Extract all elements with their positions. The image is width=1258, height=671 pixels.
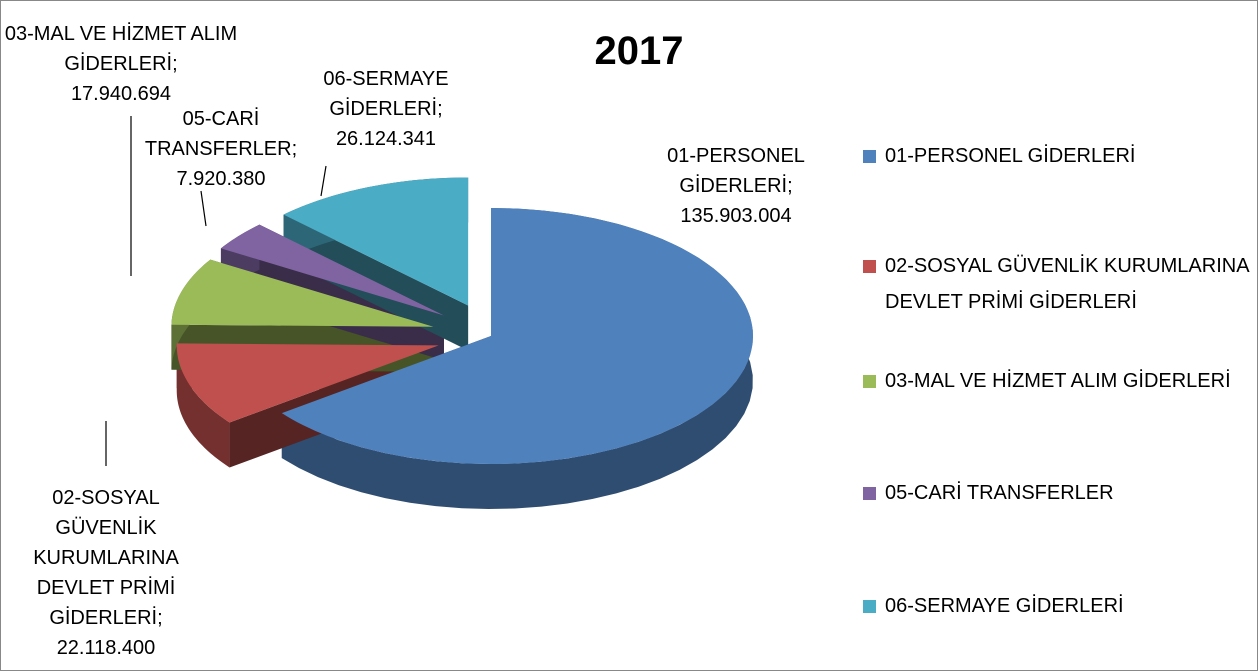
slice-side bbox=[281, 208, 753, 509]
legend-item: 01-PERSONEL GİDERLERİ bbox=[863, 138, 1257, 174]
label-name: 02-SOSYAL GÜVENLİK KURUMLARINA DEVLET PR… bbox=[33, 487, 179, 629]
label-value: 22.118.400 bbox=[56, 637, 156, 659]
label-separator: ; bbox=[291, 138, 298, 160]
legend-item: 05-CARİ TRANSFERLER bbox=[863, 475, 1257, 511]
legend-item: 02-SOSYAL GÜVENLİK KURUMLARINA DEVLET PR… bbox=[863, 248, 1257, 320]
data-label: 05-CARİ TRANSFERLER; 7.920.380 bbox=[131, 104, 311, 194]
data-label: 06-SERMAYE GİDERLERİ; 26.124.341 bbox=[301, 64, 471, 154]
slice bbox=[176, 343, 439, 423]
label-separator: ; bbox=[787, 175, 793, 197]
label-separator: ; bbox=[437, 98, 443, 120]
legend-label: 02-SOSYAL GÜVENLİK KURUMLARINA DEVLET PR… bbox=[885, 255, 1249, 313]
legend-label: 05-CARİ TRANSFERLER bbox=[885, 482, 1114, 504]
slice bbox=[220, 224, 444, 316]
legend-item: 03-MAL VE HİZMET ALIM GİDERLERİ bbox=[863, 363, 1257, 399]
legend-swatch bbox=[863, 260, 876, 273]
label-name: 06-SERMAYE GİDERLERİ bbox=[323, 68, 449, 120]
chart-title: 2017 bbox=[594, 29, 684, 73]
legend-label: 01-PERSONEL GİDERLERİ bbox=[885, 145, 1136, 167]
legend-swatch bbox=[863, 150, 876, 163]
legend-swatch bbox=[863, 487, 876, 500]
slice-side bbox=[176, 343, 230, 468]
data-label: 02-SOSYAL GÜVENLİK KURUMLARINA DEVLET PR… bbox=[1, 483, 211, 663]
label-value: 26.124.341 bbox=[335, 128, 437, 150]
leader-line bbox=[320, 165, 327, 197]
label-name: 03-MAL VE HİZMET ALIM GİDERLERİ bbox=[4, 23, 238, 75]
legend-label: 06-SERMAYE GİDERLERİ bbox=[885, 595, 1124, 617]
label-value: 7.920.380 bbox=[176, 168, 266, 190]
slice bbox=[171, 259, 434, 327]
legend-label: 03-MAL VE HİZMET ALIM GİDERLERİ bbox=[885, 370, 1231, 392]
legend-item: 06-SERMAYE GİDERLERİ bbox=[863, 588, 1257, 624]
data-label: 01-PERSONEL GİDERLERİ; 135.903.004 bbox=[621, 141, 851, 231]
label-name: 01-PERSONEL GİDERLERİ bbox=[667, 145, 805, 197]
label-separator: ; bbox=[157, 607, 163, 629]
slice bbox=[281, 208, 754, 464]
legend-swatch bbox=[863, 375, 876, 388]
label-name: 05-CARİ TRANSFERLER bbox=[144, 108, 292, 160]
label-value: 17.940.694 bbox=[70, 83, 172, 105]
data-label: 03-MAL VE HİZMET ALIM GİDERLERİ; 17.940.6… bbox=[1, 19, 241, 109]
label-separator: ; bbox=[172, 53, 178, 75]
slice bbox=[283, 177, 469, 306]
leader-line bbox=[200, 190, 207, 227]
legend-swatch bbox=[863, 600, 876, 613]
label-value: 135.903.004 bbox=[680, 205, 792, 227]
